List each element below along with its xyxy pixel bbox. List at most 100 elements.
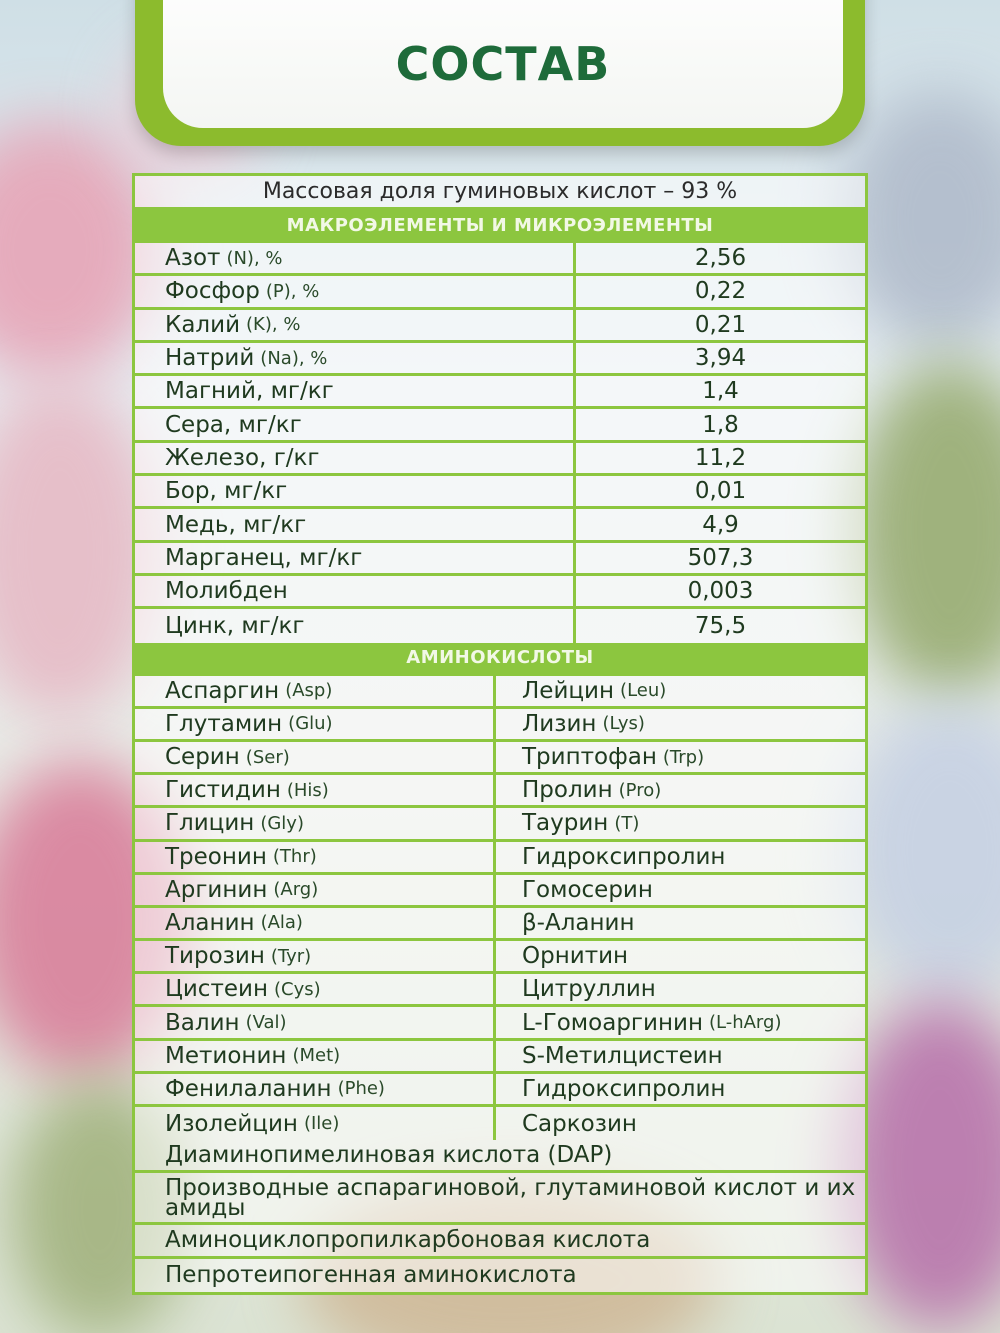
element-value: 3,94 (694, 345, 747, 372)
table-row: Железо, г/кг 11,2 (135, 442, 865, 477)
amino-abbr: (Cys) (273, 978, 321, 1000)
amino-abbr: (Met) (292, 1045, 341, 1067)
amino-name: Пролин (522, 777, 613, 804)
amino-abbr: (Tyr) (270, 945, 312, 967)
table-row: Изолейцин (Ile) Саркозин (135, 1107, 865, 1141)
table-row: Фенилаланин (Phe) Гидроксипролин (135, 1073, 865, 1107)
title-banner: СОСТАВ (135, 0, 865, 146)
extra-item: Производные аспарагиновой, глутаминовой … (165, 1174, 856, 1221)
amino-abbr: (Ser) (245, 746, 290, 768)
amino-abbr: (Gly) (260, 812, 304, 834)
amino-name: Лейцин (522, 677, 615, 704)
extra-amino-list: Диаминопимелиновая кислота (DAP) Произво… (135, 1140, 865, 1292)
table-row: Натрий (Na), % 3,94 (135, 342, 865, 377)
element-unit: (K), % (246, 314, 301, 336)
amino-name: S-Метилцистеин (522, 1042, 723, 1069)
amino-name: Гидроксипролин (522, 1075, 726, 1102)
amino-name: Таурин (522, 810, 609, 837)
element-value: 75,5 (694, 612, 747, 639)
amino-abbr: (Asp) (285, 680, 333, 702)
amino-name: Глицин (165, 810, 255, 837)
table-row: Аспаргин (Asp) Лейцин (Leu) (135, 675, 865, 709)
element-unit: (Na), % (260, 347, 328, 369)
element-value: 11,2 (694, 444, 747, 471)
element-unit: (P), % (265, 280, 320, 302)
amino-name: Тирозин (165, 943, 265, 970)
element-value: 507,3 (687, 544, 754, 571)
amino-abbr: (Phe) (337, 1078, 385, 1100)
element-name: Железо, г/кг (165, 444, 320, 471)
element-value: 1,8 (702, 411, 739, 438)
amino-abbr: (Arg) (273, 879, 319, 901)
element-name: Натрий (165, 345, 255, 372)
table-row: Молибден 0,003 (135, 575, 865, 610)
table-row: Азот (N), % 2,56 (135, 243, 865, 277)
table-row: Производные аспарагиновой, глутаминовой … (135, 1173, 865, 1226)
table-row: Диаминопимелиновая кислота (DAP) (135, 1140, 865, 1174)
page-title: СОСТАВ (395, 37, 611, 91)
table-row: Цинк, мг/кг 75,5 (135, 609, 865, 643)
element-name: Сера, мг/кг (165, 411, 302, 438)
element-name: Цинк, мг/кг (165, 612, 305, 639)
amino-section-heading: АМИНОКИСЛОТЫ (135, 642, 865, 676)
amino-name: Фенилаланин (165, 1075, 332, 1102)
amino-name: Серин (165, 744, 240, 771)
amino-abbr: (Glu) (288, 713, 333, 735)
amino-name: Гидроксипролин (522, 843, 726, 870)
table-row: Глутамин (Glu) Лизин (Lys) (135, 708, 865, 742)
table-row: Глицин (Gly) Таурин (T) (135, 808, 865, 842)
element-name: Медь, мг/кг (165, 511, 307, 538)
table-row: Гистидин (His) Пролин (Pro) (135, 775, 865, 809)
table-row: Марганец, мг/кг 507,3 (135, 542, 865, 576)
table-row: Пепротеипогенная аминокислота (135, 1259, 865, 1292)
composition-table: Массовая доля гуминовых кислот – 93 % МА… (132, 173, 868, 1295)
amino-name: Треонин (165, 843, 267, 870)
amino-name: Изолейцин (165, 1110, 298, 1137)
extra-item: Пепротеипогенная аминокислота (165, 1262, 577, 1289)
element-value: 0,01 (694, 478, 747, 505)
amino-abbr: (Ile) (303, 1113, 340, 1135)
amino-abbr: (Trp) (662, 746, 705, 768)
element-name: Магний, мг/кг (165, 378, 334, 405)
amino-name: Орнитин (522, 943, 629, 970)
element-value: 0,003 (687, 578, 754, 605)
macro-section-heading: МАКРОЭЛЕМЕНТЫ И МИКРОЭЛЕМЕНТЫ (135, 210, 865, 243)
table-row: Аланин (Ala) β-Аланин (135, 907, 865, 942)
amino-name: Валин (165, 1009, 240, 1036)
amino-name: Аланин (165, 909, 255, 936)
table-row: Цистеин (Cys) Цитруллин (135, 974, 865, 1008)
table-row: Тирозин (Tyr) Орнитин (135, 941, 865, 975)
amino-abbr: (Leu) (620, 680, 667, 702)
table-row: Серин (Ser) Триптофан (Trp) (135, 741, 865, 776)
amino-name: Саркозин (522, 1110, 637, 1137)
table-row: Калий (K), % 0,21 (135, 309, 865, 343)
amino-name: Гомосерин (522, 876, 653, 903)
amino-abbr: (Thr) (272, 846, 317, 868)
amino-name: Метионин (165, 1042, 287, 1069)
table-row: Валин (Val) L-Гомоаргинин (L-hArg) (135, 1007, 865, 1041)
extra-item: Диаминопимелиновая кислота (DAP) (165, 1142, 613, 1169)
amino-name: Гистидин (165, 777, 281, 804)
amino-abbr: (Val) (245, 1012, 287, 1034)
amino-abbr: (T) (614, 812, 640, 834)
table-row: Треонин (Thr) Гидроксипролин (135, 841, 865, 875)
amino-name: L-Гомоаргинин (522, 1009, 703, 1036)
amino-name: β-Аланин (522, 909, 635, 936)
table-row: Медь, мг/кг 4,9 (135, 509, 865, 543)
element-name: Молибден (165, 578, 288, 605)
element-value: 0,21 (694, 311, 747, 338)
amino-name: Лизин (522, 710, 597, 737)
amino-acids-list: Аспаргин (Asp) Лейцин (Leu) Глутамин (Glu) Ли… (135, 675, 865, 1141)
extra-item: Аминоциклопропилкарбоновая кислота (165, 1227, 651, 1254)
table-row: Аргинин (Arg) Гомосерин (135, 874, 865, 908)
amino-abbr: (Lys) (602, 713, 645, 735)
element-name: Фосфор (165, 278, 260, 305)
humic-acid-row: Массовая доля гуминовых кислот – 93 % (135, 176, 865, 210)
element-name: Марганец, мг/кг (165, 544, 363, 571)
table-row: Аминоциклопропилкарбоновая кислота (135, 1225, 865, 1259)
element-value: 4,9 (702, 511, 739, 538)
amino-name: Аргинин (165, 876, 268, 903)
amino-name: Цистеин (165, 976, 268, 1003)
element-name: Бор, мг/кг (165, 478, 288, 505)
amino-abbr: (Ala) (260, 912, 303, 934)
